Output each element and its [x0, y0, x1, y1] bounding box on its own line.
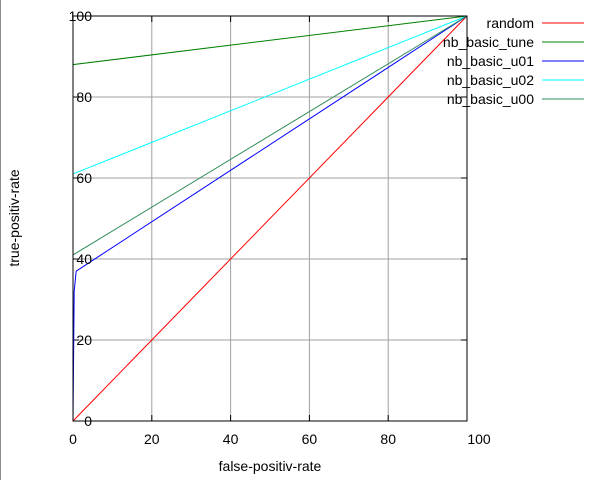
legend-label-nb-basic-tune: nb_basic_tune	[443, 34, 534, 50]
legend-label-nb-basic-u00: nb_basic_u00	[447, 91, 534, 107]
plot-frame	[72, 15, 468, 422]
legend-label-nb-basic-u01: nb_basic_u01	[447, 53, 534, 69]
series-line-nb-basic-u01	[72, 15, 468, 422]
x-tick-label: 60	[302, 431, 318, 447]
x-tick-labels: 0 20 40 60 80 100	[69, 431, 491, 447]
grid	[72, 15, 468, 422]
window-left-border	[0, 0, 1, 480]
x-tick-label: 20	[144, 431, 160, 447]
y-tick-labels: 0 20 40 60 80 100	[69, 8, 93, 429]
x-axis-label: false-positiv-rate	[219, 458, 322, 474]
series-line-random	[72, 15, 468, 422]
y-tick-label: 20	[76, 332, 92, 348]
x-tick-label: 40	[223, 431, 239, 447]
x-tick-label: 0	[69, 431, 77, 447]
legend-label-random: random	[487, 15, 534, 31]
x-tick-label: 100	[467, 431, 491, 447]
y-tick-label: 0	[84, 413, 92, 429]
legend-label-nb-basic-u02: nb_basic_u02	[447, 72, 534, 88]
y-tick-label: 80	[76, 89, 92, 105]
y-axis-label: true-positiv-rate	[6, 169, 22, 266]
y-tick-label: 100	[69, 8, 93, 24]
x-tick-label: 80	[380, 431, 396, 447]
y-tick-label: 40	[76, 251, 92, 267]
legend: random nb_basic_tune nb_basic_u01 nb_basic_…	[443, 15, 584, 107]
series-lines	[72, 15, 468, 422]
y-tick-label: 60	[76, 170, 92, 186]
